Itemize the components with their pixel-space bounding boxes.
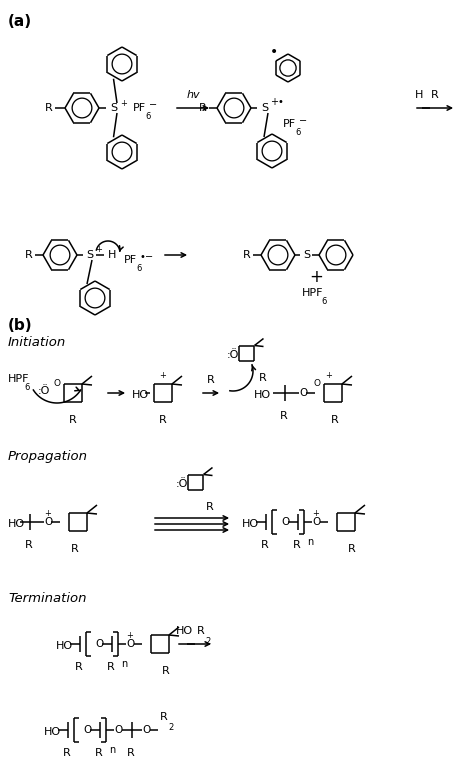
Text: HO: HO (176, 626, 193, 636)
Text: 6: 6 (321, 297, 327, 306)
Text: R: R (162, 666, 170, 676)
Text: +: + (312, 509, 319, 519)
Text: PF: PF (283, 119, 296, 129)
Text: O: O (83, 725, 91, 735)
Text: −: − (149, 100, 157, 110)
Text: R: R (25, 250, 33, 260)
Text: R: R (25, 540, 33, 550)
Text: HPF: HPF (302, 288, 323, 298)
Text: R: R (95, 748, 103, 758)
Text: R: R (431, 90, 439, 100)
Text: hv: hv (186, 90, 200, 100)
Text: −: − (145, 252, 153, 262)
Text: R: R (63, 748, 71, 758)
Text: 2: 2 (205, 638, 210, 646)
Text: R: R (160, 712, 168, 722)
Text: (b): (b) (8, 318, 33, 333)
Text: R: R (199, 103, 207, 113)
Text: O: O (44, 517, 52, 527)
Text: n: n (307, 537, 313, 547)
Text: HO: HO (132, 390, 149, 400)
Text: HPF: HPF (8, 374, 29, 384)
Text: O: O (95, 639, 103, 649)
Text: O: O (314, 379, 321, 389)
Text: HO: HO (44, 727, 61, 737)
Text: −: − (299, 116, 307, 126)
Text: HO: HO (8, 519, 25, 529)
Text: 2: 2 (168, 724, 173, 732)
Text: PF: PF (133, 103, 146, 113)
Text: R: R (45, 103, 53, 113)
Text: Termination: Termination (8, 592, 86, 605)
Text: :Ö: :Ö (176, 479, 188, 489)
Text: S: S (110, 103, 118, 113)
Text: O: O (312, 517, 320, 527)
Text: S: S (262, 103, 269, 113)
Text: +: + (160, 371, 166, 380)
Text: PF: PF (124, 255, 137, 265)
Text: R: R (207, 375, 215, 385)
Text: R: R (197, 626, 205, 636)
Text: +•: +• (270, 97, 284, 107)
Text: O: O (281, 517, 289, 527)
Text: 6: 6 (24, 383, 29, 392)
Text: R: R (107, 662, 115, 672)
Text: R: R (127, 748, 135, 758)
Text: R: R (159, 415, 167, 425)
Text: R: R (71, 544, 79, 554)
Text: R: R (293, 540, 301, 550)
Text: R: R (75, 662, 83, 672)
Text: O: O (114, 725, 122, 735)
Text: S: S (303, 250, 310, 260)
Text: O: O (142, 725, 150, 735)
Text: n: n (109, 745, 115, 755)
Text: R: R (243, 250, 251, 260)
Text: HO: HO (242, 519, 259, 529)
Text: Initiation: Initiation (8, 336, 66, 349)
Text: O: O (126, 639, 134, 649)
Text: S: S (86, 250, 93, 260)
Text: +: + (126, 632, 133, 641)
Text: 6: 6 (295, 128, 301, 137)
Text: R: R (69, 415, 77, 425)
Text: R: R (206, 502, 214, 512)
Text: HO: HO (254, 390, 271, 400)
Text: +: + (309, 268, 323, 286)
Text: +: + (326, 371, 332, 379)
Text: +: + (95, 245, 102, 255)
Text: R: R (261, 540, 269, 550)
Text: H: H (108, 250, 117, 260)
Text: O: O (299, 388, 307, 398)
Text: :Ö: :Ö (227, 350, 239, 360)
Text: :Ö: :Ö (38, 386, 50, 396)
Text: +: + (44, 509, 51, 519)
Text: R: R (331, 415, 339, 425)
Text: R: R (280, 411, 288, 421)
Text: 6: 6 (145, 112, 150, 121)
Text: •: • (140, 252, 146, 262)
Text: (a): (a) (8, 14, 32, 29)
Text: H: H (415, 90, 423, 100)
Text: n: n (121, 659, 127, 669)
Text: 6: 6 (136, 264, 141, 273)
Text: +: + (120, 98, 127, 108)
Text: •: • (270, 45, 278, 59)
Text: R: R (259, 373, 267, 383)
Text: O: O (54, 379, 61, 389)
Text: R: R (348, 544, 356, 554)
Text: HO: HO (56, 641, 73, 651)
Text: Propagation: Propagation (8, 450, 88, 463)
